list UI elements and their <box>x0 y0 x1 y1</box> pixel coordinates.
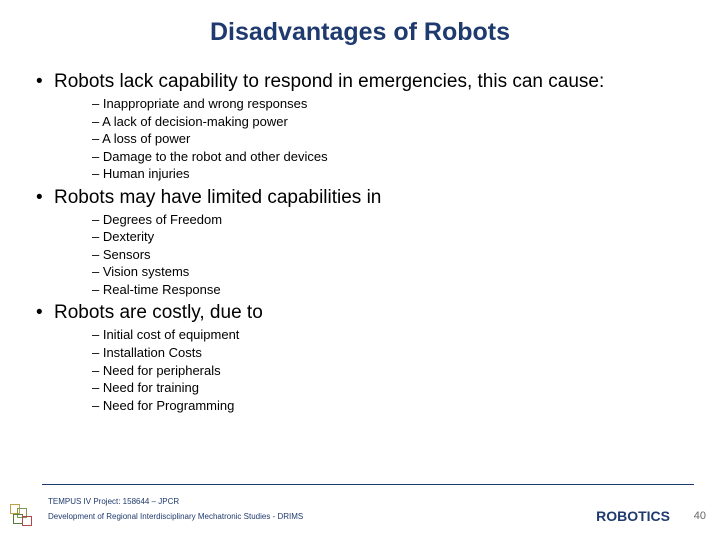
bullet-item: • Robots may have limited capabilities i… <box>36 187 694 209</box>
footer-line2: Development of Regional Interdisciplinar… <box>48 509 303 524</box>
slide: Disadvantages of Robots • Robots lack ca… <box>0 0 720 540</box>
sub-item: – A loss of power <box>92 130 694 148</box>
content-area: • Robots lack capability to respond in e… <box>26 71 694 414</box>
sub-item: – Damage to the robot and other devices <box>92 148 694 166</box>
sub-item: – A lack of decision-making power <box>92 113 694 131</box>
sub-item: – Installation Costs <box>92 344 694 362</box>
sub-item: – Real-time Response <box>92 281 694 299</box>
footer-line1: TEMPUS IV Project: 158644 – JPCR <box>48 494 303 509</box>
logo-square-icon <box>22 516 32 526</box>
sub-text: Vision systems <box>103 264 189 279</box>
sub-text: Initial cost of equipment <box>103 327 240 342</box>
bullet-item: • Robots lack capability to respond in e… <box>36 71 694 93</box>
sub-text: Degrees of Freedom <box>103 212 222 227</box>
sub-item: – Need for training <box>92 379 694 397</box>
sub-item: – Human injuries <box>92 165 694 183</box>
sub-text: A lack of decision-making power <box>102 114 288 129</box>
footer-logo <box>10 504 40 530</box>
page-number: 40 <box>694 510 706 522</box>
bullet-text: Robots may have limited capabilities in <box>54 187 381 209</box>
footer-text: TEMPUS IV Project: 158644 – JPCR Develop… <box>48 494 303 524</box>
bullet-text: Robots lack capability to respond in eme… <box>54 71 604 93</box>
footer-divider <box>42 484 694 485</box>
sub-item: – Initial cost of equipment <box>92 326 694 344</box>
bullet-item: • Robots are costly, due to <box>36 302 694 324</box>
sub-text: Inappropriate and wrong responses <box>103 96 308 111</box>
sub-item: – Dexterity <box>92 228 694 246</box>
sub-item: – Need for Programming <box>92 397 694 415</box>
footer-course-label: ROBOTICS <box>596 508 670 524</box>
sub-item: – Need for peripherals <box>92 362 694 380</box>
sub-item: – Vision systems <box>92 263 694 281</box>
sub-text: Need for Programming <box>103 398 235 413</box>
sub-text: Human injuries <box>103 166 190 181</box>
slide-title: Disadvantages of Robots <box>26 18 694 47</box>
sub-text: Damage to the robot and other devices <box>103 149 328 164</box>
sub-text: A loss of power <box>102 131 190 146</box>
bullet-marker: • <box>36 71 54 93</box>
bullet-marker: • <box>36 302 54 324</box>
bullet-text: Robots are costly, due to <box>54 302 263 324</box>
sub-text: Need for peripherals <box>103 363 221 378</box>
sub-item: – Sensors <box>92 246 694 264</box>
sub-list: – Inappropriate and wrong responses – A … <box>36 95 694 183</box>
sub-text: Need for training <box>103 380 199 395</box>
sub-text: Installation Costs <box>103 345 202 360</box>
sub-list: – Degrees of Freedom – Dexterity – Senso… <box>36 211 694 299</box>
sub-item: – Degrees of Freedom <box>92 211 694 229</box>
bullet-marker: • <box>36 187 54 209</box>
footer: TEMPUS IV Project: 158644 – JPCR Develop… <box>0 484 720 540</box>
sub-text: Real-time Response <box>103 282 221 297</box>
sub-list: – Initial cost of equipment – Installati… <box>36 326 694 414</box>
sub-item: – Inappropriate and wrong responses <box>92 95 694 113</box>
sub-text: Sensors <box>103 247 151 262</box>
sub-text: Dexterity <box>103 229 154 244</box>
